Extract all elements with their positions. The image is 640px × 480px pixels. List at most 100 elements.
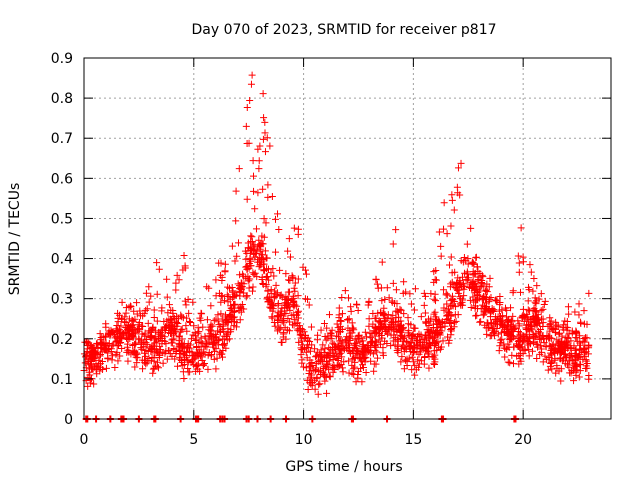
data-point [468, 279, 476, 287]
data-point [160, 317, 168, 325]
data-point [542, 343, 550, 351]
data-point [440, 199, 448, 207]
y-tick-label: 0.9 [51, 51, 73, 67]
data-point [117, 322, 125, 330]
data-point [214, 317, 222, 325]
data-point [377, 284, 385, 292]
data-point [518, 314, 526, 322]
data-point [430, 339, 438, 347]
data-point [584, 350, 592, 358]
data-point [396, 322, 404, 330]
data-point [301, 266, 309, 274]
data-point [320, 353, 328, 361]
data-point [129, 317, 137, 325]
data-point [404, 314, 412, 322]
data-point [396, 331, 404, 339]
data-point [348, 369, 356, 377]
y-tick-label: 0.1 [51, 372, 73, 388]
data-point [169, 309, 177, 317]
data-point [431, 358, 439, 366]
data-point [92, 360, 100, 368]
data-point [217, 298, 225, 306]
data-point [257, 240, 265, 248]
data-point [189, 298, 197, 306]
data-point [525, 307, 533, 315]
data-point [443, 300, 451, 308]
data-point [302, 334, 310, 342]
data-point [533, 354, 541, 362]
data-point [506, 336, 514, 344]
data-point [285, 235, 293, 243]
data-point [456, 293, 464, 301]
data-point [321, 345, 329, 353]
data-point [243, 292, 251, 300]
data-point [374, 354, 382, 362]
data-point [496, 299, 504, 307]
data-point [298, 356, 306, 364]
data-point [345, 315, 353, 323]
data-point [247, 257, 255, 265]
data-point [409, 331, 417, 339]
data-point [392, 226, 400, 234]
data-point [212, 276, 220, 284]
data-point [330, 352, 338, 360]
data-point [258, 273, 266, 281]
data-point [174, 362, 182, 370]
data-point [536, 350, 544, 358]
data-point [454, 311, 462, 319]
data-point [451, 268, 459, 276]
data-point [164, 309, 172, 317]
data-point [198, 310, 206, 318]
data-point [450, 206, 458, 214]
data-point [347, 307, 355, 315]
data-point [252, 225, 260, 233]
data-point [96, 367, 104, 375]
data-point [97, 336, 105, 344]
data-point [348, 355, 356, 363]
data-point [547, 317, 555, 325]
data-point [479, 301, 487, 309]
data-point [294, 292, 302, 300]
data-point [275, 226, 283, 234]
data-point [473, 311, 481, 319]
data-point [238, 300, 246, 308]
data-point [187, 335, 195, 343]
data-point [373, 348, 381, 356]
data-point [249, 157, 257, 165]
data-point [444, 308, 452, 316]
data-point [117, 314, 125, 322]
data-point [480, 308, 488, 316]
data-point [397, 326, 405, 334]
data-point [180, 350, 188, 358]
data-point [500, 340, 508, 348]
data-point [259, 260, 267, 268]
data-point [420, 289, 428, 297]
data-point [208, 322, 216, 330]
data-point [585, 289, 593, 297]
data-point [284, 247, 292, 255]
data-point [186, 318, 194, 326]
data-point [126, 302, 134, 310]
data-point [158, 332, 166, 340]
data-point [509, 312, 517, 320]
data-point [541, 297, 549, 305]
data-point [364, 301, 372, 309]
data-point [146, 344, 154, 352]
data-point [352, 378, 360, 386]
data-point [384, 330, 392, 338]
data-point [157, 328, 165, 336]
data-point [251, 269, 259, 277]
data-point [154, 364, 162, 372]
data-point [515, 268, 523, 276]
data-point [408, 353, 416, 361]
data-point [263, 134, 271, 142]
data-point [281, 299, 289, 307]
data-point [526, 261, 534, 269]
data-point [322, 336, 330, 344]
data-point [582, 365, 590, 373]
data-point [150, 306, 158, 314]
data-point [301, 335, 309, 343]
data-point [247, 232, 255, 240]
data-point [524, 297, 532, 305]
data-point [215, 336, 223, 344]
